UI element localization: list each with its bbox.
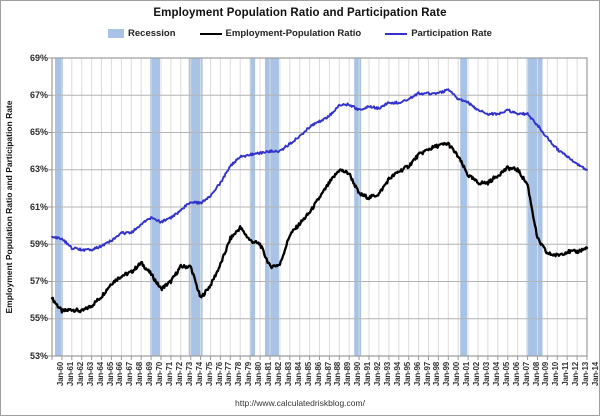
x-tick-label: Jan-65	[105, 362, 115, 387]
y-tick-label: 65%	[29, 127, 48, 137]
x-tick-label: Jan-84	[293, 362, 303, 387]
x-tick-label: Jan-79	[244, 362, 254, 387]
x-tick-label: Jan-87	[323, 362, 333, 387]
x-tick-label: Jan-63	[85, 362, 95, 387]
x-tick-label: Jan-69	[145, 362, 155, 387]
x-tick-label: Jan-77	[224, 362, 234, 387]
x-tick-label: Jan-89	[343, 362, 353, 387]
x-tick-label: Jan-60	[56, 362, 65, 387]
x-tick-label: Jan-01	[462, 362, 472, 387]
chart-title: Employment Population Ratio and Particip…	[153, 7, 447, 19]
x-tick-label: Jan-75	[204, 362, 214, 387]
x-tick-label: Jan-94	[392, 362, 402, 387]
x-tick-label: Jan-61	[65, 362, 75, 387]
y-tick-label: 57%	[29, 276, 48, 286]
x-tick-label: Jan-74	[194, 362, 204, 387]
x-tick-label: Jan-91	[363, 362, 373, 387]
x-tick-label: Jan-73	[184, 362, 194, 387]
x-tick-label: Jan-14	[591, 362, 600, 387]
x-tick-label: Jan-81	[264, 362, 274, 387]
x-tick-label: Jan-00	[452, 362, 462, 387]
y-axis-title: Employment Population Ratio and Particip…	[4, 100, 14, 314]
x-tick-label: Jan-13	[581, 362, 591, 387]
x-tick-label: Jan-72	[174, 362, 184, 387]
x-tick-label: Jan-66	[115, 362, 125, 387]
legend-item-recession: Recession	[108, 28, 176, 39]
x-tick-label: Jan-71	[164, 362, 174, 387]
x-tick-label: Jan-82	[273, 362, 283, 387]
x-tick-label: Jan-09	[541, 362, 551, 387]
x-tick-label: Jan-12	[571, 362, 581, 387]
employment-line-swatch-icon	[199, 32, 222, 35]
x-tick-label: Jan-97	[422, 362, 432, 387]
x-tick-label: Jan-08	[531, 362, 541, 387]
x-tick-label: Jan-99	[442, 362, 452, 387]
x-tick-label: Jan-03	[482, 362, 492, 387]
x-tick-label: Jan-98	[432, 362, 442, 387]
y-tick-label: 55%	[29, 313, 48, 324]
x-tick-label: Jan-78	[234, 362, 244, 387]
x-tick-label: Jan-10	[551, 362, 561, 387]
footer-url: http://www.calculatedriskblog.com/	[235, 398, 365, 408]
y-tick-label: 53%	[29, 350, 48, 361]
legend-recession-label: Recession	[128, 28, 176, 39]
x-tick-label: Jan-76	[214, 362, 224, 387]
y-tick-label: 67%	[29, 89, 48, 100]
x-tick-label: Jan-93	[382, 362, 392, 387]
y-tick-label: 59%	[29, 238, 48, 249]
x-tick-label: Jan-80	[254, 362, 264, 387]
x-tick-label: Jan-88	[333, 362, 343, 387]
x-tick-label: Jan-02	[472, 362, 482, 387]
legend: Recession Employment-Population Ratio Pa…	[1, 28, 599, 39]
x-tick-label: Jan-70	[155, 362, 165, 387]
x-tick-label: Jan-68	[135, 362, 145, 387]
x-tick-label: Jan-11	[561, 362, 571, 386]
x-tick-label: Jan-06	[511, 362, 521, 387]
x-tick-label: Jan-92	[373, 362, 383, 387]
legend-item-employment: Employment-Population Ratio	[199, 28, 362, 39]
x-tick-label: Jan-86	[313, 362, 323, 387]
participation-line-swatch-icon	[385, 32, 408, 35]
x-tick-label: Jan-85	[303, 362, 313, 387]
y-tick-label: 63%	[29, 164, 48, 175]
x-tick-label: Jan-05	[501, 362, 511, 387]
x-tick-label: Jan-67	[125, 362, 135, 387]
x-tick-label: Jan-83	[283, 362, 293, 387]
x-tick-label: Jan-95	[402, 362, 412, 387]
legend-item-participation: Participation Rate	[385, 28, 492, 39]
y-tick-label: 61%	[29, 201, 48, 212]
x-tick-label: Jan-07	[521, 362, 531, 387]
x-tick-label: Jan-64	[95, 362, 105, 387]
x-tick-label: Jan-96	[412, 362, 422, 387]
legend-participation-label: Participation Rate	[411, 28, 492, 39]
legend-employment-label: Employment-Population Ratio	[225, 28, 362, 39]
x-tick-label: Jan-62	[75, 362, 85, 387]
recession-swatch-icon	[108, 29, 125, 38]
x-tick-label: Jan-04	[491, 362, 501, 387]
x-tick-label: Jan-90	[353, 362, 363, 387]
y-tick-label: 69%	[29, 52, 48, 63]
